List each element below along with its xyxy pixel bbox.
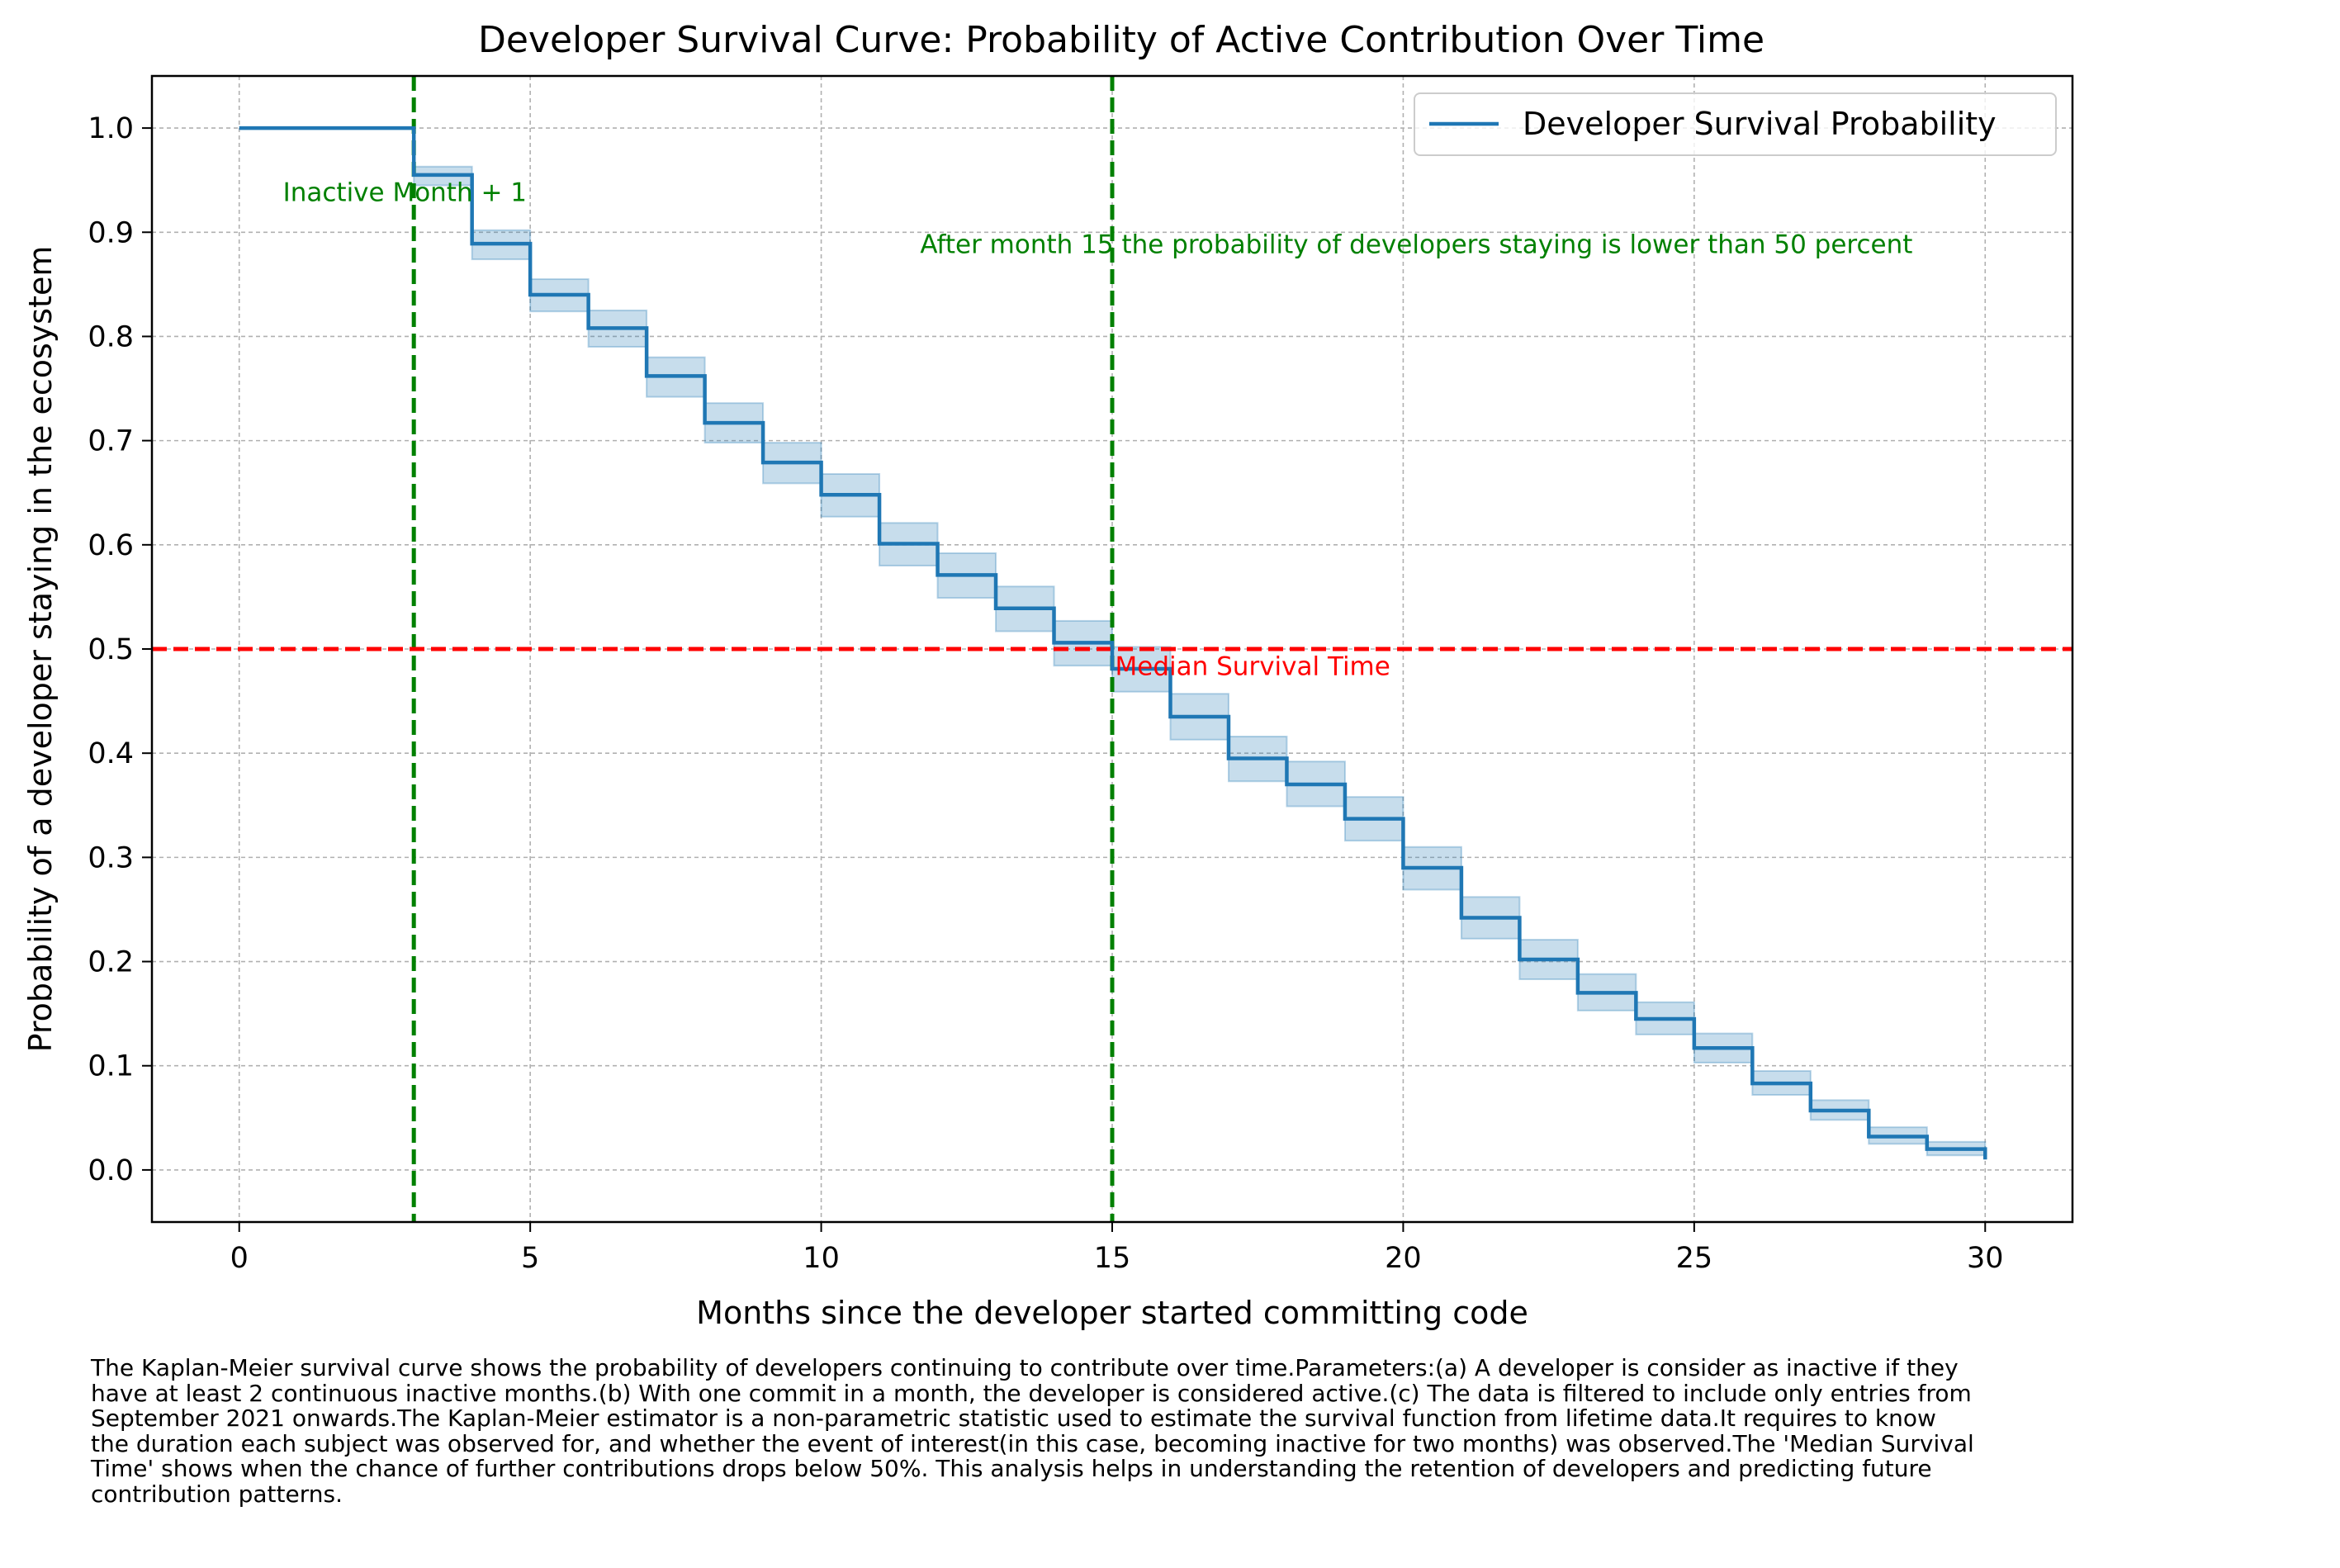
y-axis-label: Probability of a developer staying in th…: [22, 246, 59, 1053]
legend-label: Developer Survival Probability: [1523, 106, 1997, 142]
chart-title: Developer Survival Curve: Probability of…: [478, 19, 1764, 61]
x-tick-label: 10: [803, 1242, 840, 1275]
y-tick-label: 0.2: [88, 946, 134, 979]
y-tick-label: 0.8: [88, 320, 134, 353]
y-tick-label: 0.7: [88, 425, 134, 458]
annotation-text: After month 15 the probability of develo…: [920, 230, 1912, 260]
legend-box: [1414, 92, 2057, 156]
x-tick-label: 15: [1094, 1242, 1131, 1275]
y-axis-ticks: 0.0 0.1 0.2 0.3 0.4 0.5 0.6 0.7 0.8 0.9 1.0: [88, 112, 152, 1187]
annotations: Inactive Month + 1 After month 15 the pro…: [283, 178, 1913, 681]
x-tick-label: 25: [1676, 1242, 1713, 1275]
annotation-text: Inactive Month + 1: [283, 178, 527, 207]
x-tick-label: 0: [230, 1242, 249, 1275]
chart-caption: The Kaplan-Meier survival curve shows th…: [91, 1354, 1974, 1508]
x-tick-label: 20: [1385, 1242, 1422, 1275]
y-tick-label: 0.6: [88, 529, 134, 562]
survival-line: [239, 126, 1987, 1160]
y-tick-label: 0.0: [88, 1154, 134, 1187]
y-tick-label: 0.3: [88, 841, 134, 874]
survival-step-line: [239, 126, 1987, 1160]
y-tick-label: 0.4: [88, 737, 134, 770]
y-tick-label: 0.1: [88, 1050, 134, 1083]
y-tick-label: 1.0: [88, 112, 134, 145]
y-tick-label: 0.9: [88, 216, 134, 249]
x-tick-label: 5: [521, 1242, 539, 1275]
x-axis-label: Months since the developer started commi…: [696, 1295, 1528, 1331]
x-tick-label: 30: [1967, 1242, 2004, 1275]
x-axis-ticks: 0 5 10 15 20 25 30: [230, 1222, 2004, 1275]
y-tick-label: 0.5: [88, 633, 134, 666]
legend: Developer Survival Probability: [1414, 92, 2057, 156]
annotation-text: Median Survival Time: [1116, 652, 1390, 682]
